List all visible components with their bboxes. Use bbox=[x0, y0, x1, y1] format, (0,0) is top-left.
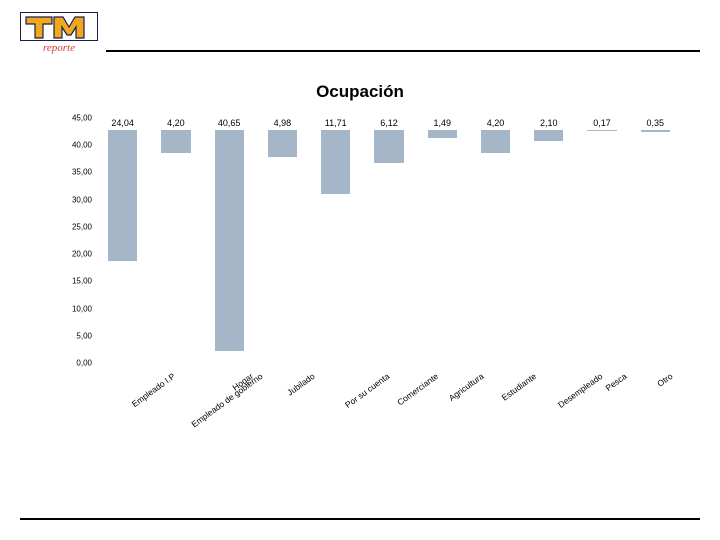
x-label-slot: Por su cuenta bbox=[309, 366, 362, 456]
bar bbox=[428, 130, 457, 138]
bar bbox=[641, 130, 670, 132]
x-axis-labels: Empleado I.PEmpleado de gobierno HogarJub… bbox=[96, 366, 682, 456]
bar-value-label: 4,98 bbox=[274, 118, 292, 128]
bar-slot: 6,12 bbox=[362, 118, 415, 363]
bar-slot: 24,04 bbox=[96, 118, 149, 363]
bar-slot: 4,20 bbox=[149, 118, 202, 363]
footer-rule bbox=[20, 518, 700, 520]
y-tick-label: 15,00 bbox=[72, 277, 92, 286]
svg-text:reporte: reporte bbox=[43, 42, 75, 54]
bar-value-label: 0,17 bbox=[593, 118, 611, 128]
chart-title: Ocupación bbox=[0, 82, 720, 102]
y-tick-label: 10,00 bbox=[72, 304, 92, 313]
bar-slot: 0,35 bbox=[629, 118, 682, 363]
x-label-slot: Otro bbox=[629, 366, 682, 456]
x-tick-label: Otro bbox=[655, 371, 674, 389]
bar-slot: 40,65 bbox=[203, 118, 256, 363]
x-tick-label: Pesca bbox=[604, 371, 629, 393]
bar bbox=[374, 130, 403, 163]
y-tick-label: 20,00 bbox=[72, 250, 92, 259]
y-tick-label: 0,00 bbox=[76, 359, 92, 368]
bar-value-label: 40,65 bbox=[218, 118, 241, 128]
bar bbox=[534, 130, 563, 141]
y-tick-label: 40,00 bbox=[72, 141, 92, 150]
bar bbox=[161, 130, 190, 153]
bar bbox=[321, 130, 350, 194]
bar-slot: 0,17 bbox=[575, 118, 628, 363]
bar-slot: 11,71 bbox=[309, 118, 362, 363]
bar bbox=[481, 130, 510, 153]
x-label-slot: Empleado de gobierno bbox=[149, 366, 202, 456]
header-rule bbox=[106, 50, 700, 52]
bar bbox=[215, 130, 244, 351]
bar bbox=[587, 130, 616, 131]
bar-slot: 4,20 bbox=[469, 118, 522, 363]
x-label-slot: Jubilado bbox=[256, 366, 309, 456]
bar bbox=[268, 130, 297, 157]
bar bbox=[108, 130, 137, 261]
bar-value-label: 2,10 bbox=[540, 118, 558, 128]
bar-value-label: 4,20 bbox=[167, 118, 185, 128]
y-tick-label: 45,00 bbox=[72, 114, 92, 123]
x-label-slot: Hogar bbox=[203, 366, 256, 456]
bar-value-label: 24,04 bbox=[111, 118, 134, 128]
bar-slot: 2,10 bbox=[522, 118, 575, 363]
bar-value-label: 0,35 bbox=[647, 118, 665, 128]
x-tick-label: Hogar bbox=[231, 371, 256, 393]
x-label-slot: Desempleado bbox=[522, 366, 575, 456]
plot-area: 24,04 4,20 40,65 4,98 11,71 6,12 1,49 4,20 2,10 0… bbox=[96, 118, 682, 363]
x-label-slot: Empleado I.P bbox=[96, 366, 149, 456]
x-label-slot: Pesca bbox=[575, 366, 628, 456]
y-tick-label: 25,00 bbox=[72, 222, 92, 231]
bar-value-label: 11,71 bbox=[325, 118, 347, 128]
x-label-slot: Comerciante bbox=[362, 366, 415, 456]
bars-container: 24,04 4,20 40,65 4,98 11,71 6,12 1,49 4,20 2,10 0… bbox=[96, 118, 682, 363]
y-tick-label: 30,00 bbox=[72, 195, 92, 204]
y-tick-label: 35,00 bbox=[72, 168, 92, 177]
logo: reporte bbox=[20, 12, 98, 54]
bar-value-label: 4,20 bbox=[487, 118, 505, 128]
bar-value-label: 6,12 bbox=[380, 118, 398, 128]
x-label-slot: Estudiante bbox=[469, 366, 522, 456]
x-label-slot: Agricultura bbox=[416, 366, 469, 456]
bar-value-label: 1,49 bbox=[433, 118, 451, 128]
y-axis-labels: 45,0040,0035,0030,0025,0020,0015,0010,00… bbox=[62, 118, 92, 363]
bar-slot: 4,98 bbox=[256, 118, 309, 363]
bar-slot: 1,49 bbox=[416, 118, 469, 363]
y-tick-label: 5,00 bbox=[76, 331, 92, 340]
header: reporte bbox=[20, 12, 700, 54]
bar-chart: 45,0040,0035,0030,0025,0020,0015,0010,00… bbox=[62, 118, 682, 458]
